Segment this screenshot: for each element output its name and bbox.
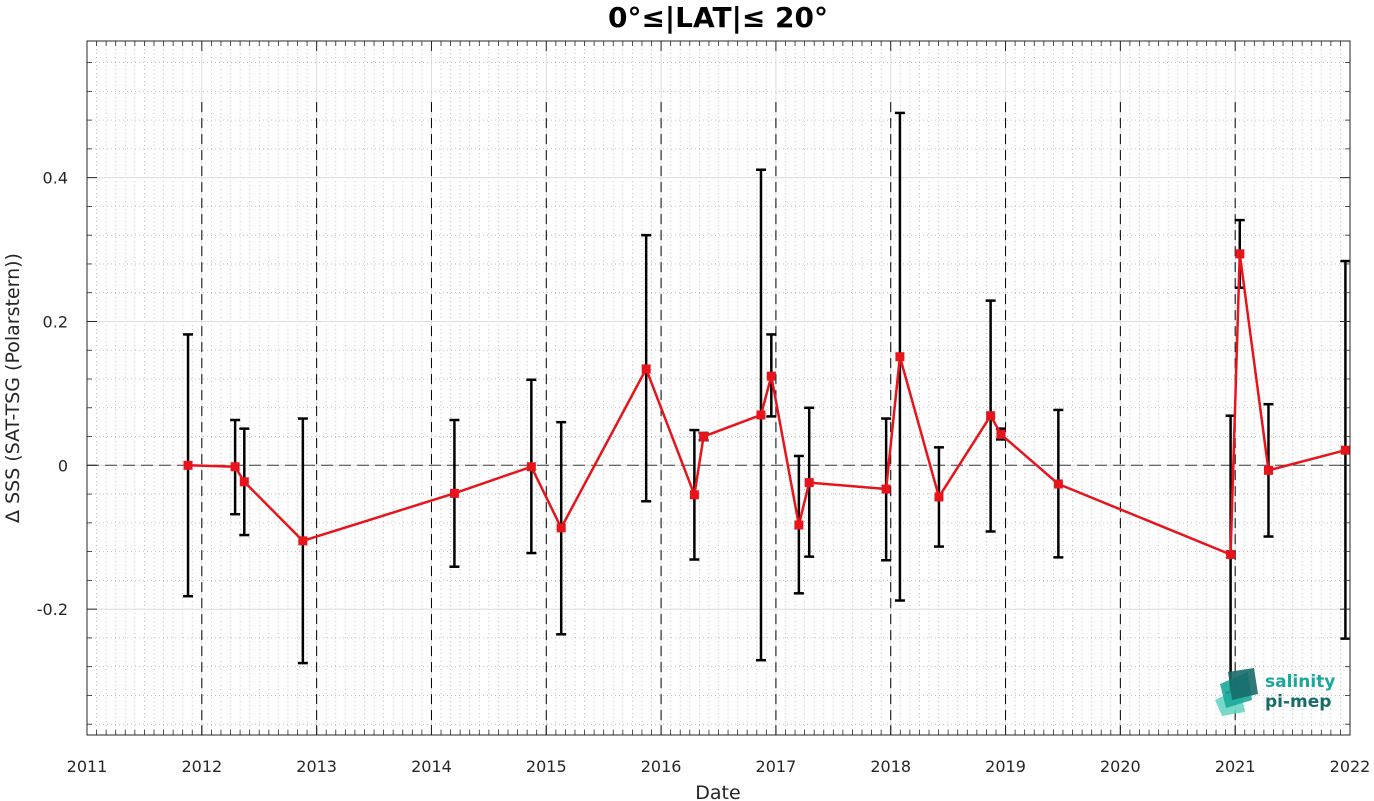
- y-tick-label: 0: [58, 456, 68, 475]
- x-tick-labels: 2011 2012 2013 2014 2015 2016 2017 2018 2019 2020…: [67, 757, 1371, 776]
- data-point: [1053, 479, 1063, 489]
- data-point: [756, 410, 766, 420]
- data-point: [895, 352, 905, 362]
- data-point: [689, 490, 699, 500]
- data-point: [996, 429, 1006, 439]
- data-point: [881, 484, 891, 494]
- y-tick-label: -0.2: [37, 600, 68, 619]
- x-tick-label: 2019: [985, 757, 1026, 776]
- x-tick-label: 2017: [756, 757, 797, 776]
- series-line: [188, 252, 1346, 556]
- logo-line-1: salinity: [1265, 672, 1335, 692]
- x-tick-label: 2015: [526, 757, 567, 776]
- data-point: [239, 477, 249, 487]
- x-tick-label: 2013: [296, 757, 337, 776]
- plot-background: [87, 41, 1350, 735]
- minor-grid: [87, 41, 1350, 735]
- x-tick-label: 2011: [67, 757, 108, 776]
- data-point: [526, 462, 536, 472]
- data-point: [934, 492, 944, 502]
- logo-mark-icon: [1215, 668, 1258, 716]
- logo-line-2: pi-mep: [1265, 692, 1331, 712]
- x-tick-label: 2012: [181, 757, 222, 776]
- data-point: [641, 364, 651, 374]
- y-tick-labels: -0.2 0 0.2 0.4: [37, 169, 68, 620]
- data-point: [804, 478, 814, 488]
- y-tick-label: 0.2: [43, 312, 68, 331]
- data-point: [699, 432, 709, 442]
- plot-area: [86, 40, 1351, 736]
- data-point: [1235, 249, 1245, 259]
- data-point: [449, 488, 459, 498]
- chart-title: 0°≤|LAT|≤ 20°: [608, 1, 828, 34]
- data-point: [230, 462, 240, 472]
- y-tick-marks: [87, 62, 1350, 725]
- data-point: [183, 460, 193, 470]
- y-tick-label: 0.4: [43, 169, 68, 188]
- data-point: [1226, 549, 1236, 559]
- y-axis-label: Δ SSS (SAT-TSG (Polarstern)): [2, 253, 24, 523]
- data-point: [794, 520, 804, 530]
- data-point: [1263, 465, 1273, 475]
- data-point: [986, 411, 996, 421]
- x-tick-label: 2018: [870, 757, 911, 776]
- x-axis-label: Date: [695, 782, 740, 801]
- data-markers: [183, 249, 1350, 559]
- data-point: [1340, 445, 1350, 455]
- x-tick-label: 2016: [641, 757, 682, 776]
- year-boundary-lines: [201, 102, 1236, 735]
- logo-mark-dark-icon: [1228, 668, 1258, 700]
- data-point: [556, 523, 566, 533]
- x-tick-label: 2021: [1215, 757, 1256, 776]
- data-point: [298, 536, 308, 546]
- x-tick-label: 2020: [1100, 757, 1141, 776]
- x-tick-marks: [86, 41, 1351, 735]
- data-point: [766, 371, 776, 381]
- salinity-pi-mep-logo: salinity pi-mep: [1215, 668, 1335, 716]
- x-tick-label: 2022: [1330, 757, 1371, 776]
- x-tick-label: 2014: [411, 757, 452, 776]
